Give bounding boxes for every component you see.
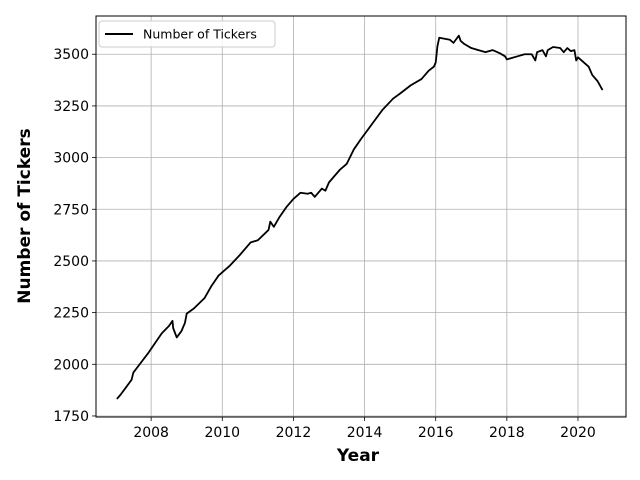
x-axis-title: Year: [336, 446, 380, 466]
y-tick-label: 2250: [53, 306, 89, 322]
x-tick-label: 2018: [489, 425, 525, 441]
x-tick-label: 2016: [418, 425, 454, 441]
y-axis: 1750 2000 2250 2500 2750 3000 3250 3500: [53, 47, 96, 425]
x-tick-label: 2012: [276, 425, 312, 441]
x-tick-label: 2010: [204, 425, 240, 441]
grid-lines: [96, 16, 626, 417]
plot-area-frame: [95, 15, 627, 418]
legend-label: Number of Tickers: [143, 27, 257, 42]
y-tick-label: 1750: [53, 409, 89, 425]
series-line: [116, 34, 604, 400]
y-axis-title: Number of Tickers: [15, 128, 35, 303]
y-tick-label: 2750: [53, 202, 89, 218]
y-tick-label: 2500: [53, 254, 89, 270]
x-tick-label: 2014: [347, 425, 383, 441]
x-axis: 2008 2010 2012 2014 2016 2018 2020: [133, 417, 596, 441]
y-tick-label: 2000: [53, 357, 89, 373]
y-tick-label: 3000: [53, 151, 89, 167]
series-layer: [116, 34, 604, 400]
y-tick-label: 3250: [53, 99, 89, 115]
legend: Number of Tickers: [98, 20, 276, 48]
legend-box: [98, 20, 276, 48]
x-tick-label: 2008: [133, 425, 169, 441]
y-tick-label: 3500: [53, 47, 89, 63]
x-tick-label: 2020: [560, 425, 596, 441]
